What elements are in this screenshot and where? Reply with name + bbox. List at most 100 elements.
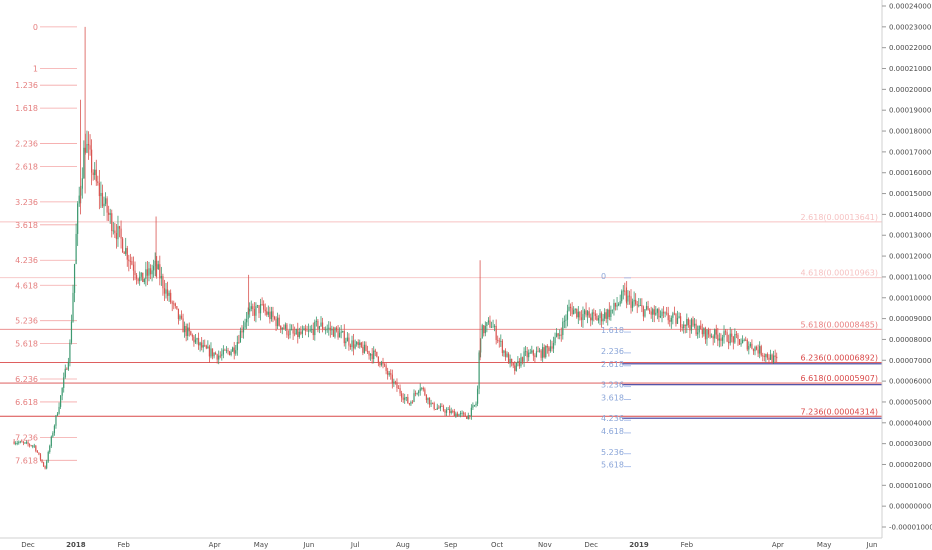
candle-body (173, 303, 175, 305)
x-tick-label: May (817, 541, 831, 549)
candle-body (385, 365, 387, 371)
fib-left-label: 0 (33, 23, 38, 32)
candle-body (537, 351, 539, 353)
fib-left-label: 2.236 (15, 140, 38, 149)
candle-body (216, 354, 218, 360)
candle-body (545, 345, 547, 358)
candle-body (529, 352, 531, 354)
candle-body (18, 442, 20, 444)
y-axis: 0.00024000 0.00023000 0.00022000 0.00021000… (882, 3, 932, 532)
fib-left-label: 6.236 (15, 375, 38, 384)
candle-body (343, 331, 345, 344)
y-tick-label: 0.00010000 (889, 294, 931, 302)
candle-body (13, 441, 15, 444)
candle-body (339, 332, 341, 338)
candle-body (351, 340, 353, 347)
candle-body (594, 313, 596, 316)
candle-body (348, 337, 350, 346)
candle-body (635, 299, 637, 305)
candle-body (278, 317, 280, 326)
fib-left-label: 7.618 (15, 456, 38, 465)
candle-body (44, 466, 46, 469)
candle-body (328, 327, 330, 329)
candle-body (277, 317, 279, 327)
candle-body (556, 333, 558, 338)
candle-body (98, 182, 100, 197)
candle-body (331, 328, 333, 331)
candle-body (628, 295, 631, 297)
candle-body (249, 308, 251, 312)
candle-body (46, 461, 48, 469)
candle-body (608, 309, 610, 317)
x-tick-label: Nov (538, 541, 552, 549)
candle-body (329, 327, 331, 331)
candle-body (359, 342, 361, 345)
candle-body (15, 443, 17, 444)
x-tick-label: Jun (302, 541, 314, 549)
candle-body (675, 313, 677, 324)
candle-body (711, 336, 713, 338)
candle-body (112, 230, 114, 232)
candle-body (552, 343, 555, 349)
candle-body (450, 410, 452, 414)
candle-body (577, 311, 579, 318)
candle-body (738, 339, 741, 345)
candle-body (636, 304, 638, 306)
candle-body (33, 445, 35, 447)
candle-body (569, 306, 572, 309)
horizontal-levels (0, 221, 882, 419)
candle-body (270, 311, 273, 320)
candle-body (87, 143, 90, 146)
candle-body (644, 309, 646, 317)
x-tick-label: Apr (209, 541, 221, 549)
y-tick-label: 0.00002000 (889, 461, 931, 469)
candle-body (463, 412, 465, 414)
candle-body (182, 318, 184, 333)
candle-body (673, 313, 676, 315)
fib-right-label: 4.618 (601, 427, 624, 436)
candle-body (218, 355, 220, 360)
candle-body (504, 350, 507, 357)
candle-body (149, 268, 152, 275)
candle-body (425, 395, 428, 401)
candle-body (32, 445, 34, 447)
candle-body (407, 397, 409, 404)
candle-body (478, 352, 480, 389)
candle-body (360, 342, 362, 347)
candle-body (424, 389, 426, 396)
candle-body (283, 327, 285, 329)
candle-body (548, 347, 550, 351)
candle-body (551, 346, 553, 349)
candle-body (154, 260, 156, 267)
candle-body (763, 355, 765, 357)
y-tick-label: 0.00014000 (889, 211, 931, 219)
candle-body (692, 319, 694, 326)
x-tick-label: May (254, 541, 268, 549)
price-level-label: 4.618(0.00010963) (801, 269, 879, 278)
candle-body (647, 306, 649, 311)
candle-body (290, 329, 293, 331)
candle-body (205, 345, 207, 349)
candle-body (306, 330, 308, 332)
candle-body (765, 354, 767, 357)
candle-body (162, 276, 164, 289)
x-tick-label: Aug (396, 541, 410, 549)
candle-body (507, 353, 510, 364)
candle-body (436, 407, 438, 410)
candle-body (377, 356, 379, 364)
candle-body (49, 445, 51, 452)
candle-body (624, 290, 626, 292)
candle-body (104, 198, 107, 204)
candle-body (39, 454, 42, 460)
candle-body (273, 317, 276, 319)
candle-body (64, 368, 66, 378)
candle-body (683, 324, 685, 329)
candle-body (269, 311, 271, 320)
candle-body (517, 361, 519, 363)
candle-body (180, 315, 183, 319)
candle-body (670, 317, 672, 322)
candle-body (160, 276, 162, 279)
candle-body (97, 181, 99, 183)
y-tick-label: 0.00000000 (889, 503, 931, 511)
candle-body (538, 350, 541, 352)
